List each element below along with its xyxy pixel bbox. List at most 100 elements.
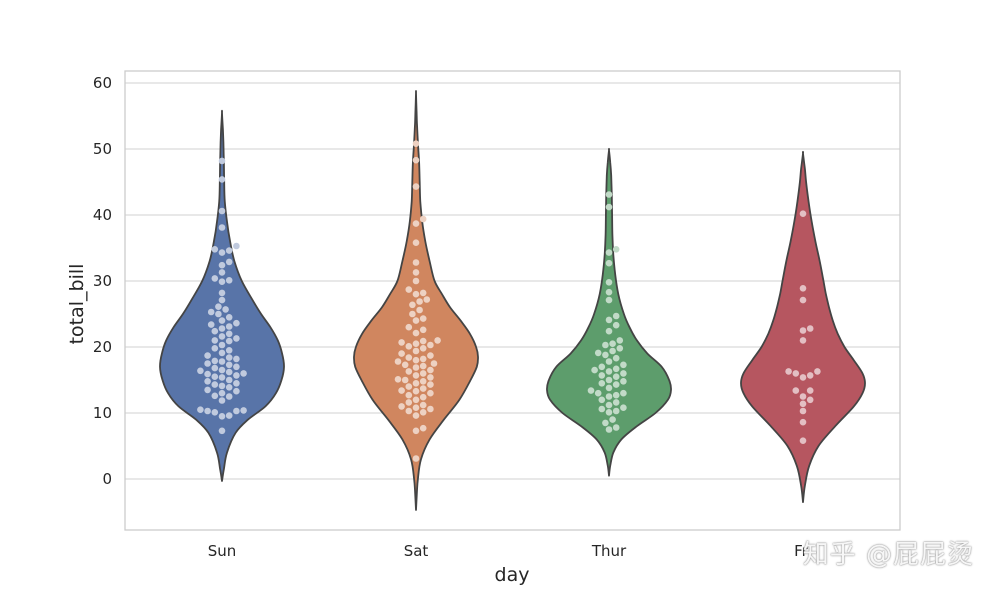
data-point <box>398 387 405 394</box>
data-point <box>612 312 620 320</box>
x-axis-label: day <box>495 564 530 586</box>
data-point <box>427 405 434 413</box>
data-point <box>412 340 420 348</box>
y-tick-label: 40 <box>93 206 112 224</box>
data-point <box>605 191 613 198</box>
data-point <box>598 372 606 379</box>
data-point <box>211 246 219 253</box>
y-tick-label: 10 <box>93 404 112 422</box>
data-point <box>218 157 226 165</box>
data-point <box>412 380 420 387</box>
data-point <box>620 389 627 397</box>
data-point <box>799 393 807 400</box>
data-point <box>225 314 233 321</box>
x-tick-label: Sun <box>208 542 237 560</box>
data-point <box>405 368 413 375</box>
data-point <box>612 399 620 406</box>
data-point <box>394 358 402 365</box>
y-tick-labels: 0 10 20 30 40 50 60 <box>93 74 112 488</box>
data-point <box>211 364 219 372</box>
data-point <box>211 381 219 388</box>
y-tick-label: 60 <box>93 74 112 92</box>
data-point <box>225 277 233 284</box>
data-point <box>416 306 423 314</box>
data-point <box>197 406 204 414</box>
data-point <box>799 296 807 304</box>
data-point <box>612 321 620 329</box>
data-point <box>792 387 800 394</box>
violin-sat <box>353 89 479 511</box>
data-point <box>405 323 413 331</box>
violin-thur <box>546 147 672 477</box>
data-point <box>799 210 807 217</box>
data-point <box>612 354 620 362</box>
data-point <box>594 389 602 397</box>
data-point <box>401 361 409 369</box>
data-point <box>605 279 613 286</box>
data-point <box>233 335 240 342</box>
data-point <box>204 378 211 385</box>
data-point <box>419 401 427 409</box>
data-point <box>412 396 420 404</box>
data-point <box>233 372 240 379</box>
data-point <box>211 327 219 335</box>
data-point <box>799 374 807 381</box>
data-point <box>799 407 807 415</box>
data-point <box>605 393 613 400</box>
data-point <box>412 140 420 147</box>
data-point <box>218 317 226 324</box>
data-point <box>218 261 226 269</box>
data-point <box>799 437 807 445</box>
y-axis-label: total_bill <box>66 264 88 345</box>
data-point <box>419 355 427 363</box>
data-point <box>412 347 420 355</box>
data-point <box>233 355 240 363</box>
x-tick-label: Fri <box>794 542 812 560</box>
data-point <box>587 387 595 394</box>
data-point <box>218 289 226 297</box>
data-point <box>620 361 627 369</box>
data-point <box>405 354 413 361</box>
data-point <box>419 289 427 297</box>
data-point <box>211 373 219 381</box>
data-point <box>427 389 434 397</box>
data-point <box>806 372 814 379</box>
data-point <box>233 363 240 371</box>
data-point <box>612 365 620 373</box>
data-point <box>612 246 620 253</box>
data-point <box>806 387 814 394</box>
data-point <box>401 376 409 384</box>
data-point <box>620 404 627 412</box>
data-point <box>218 296 226 304</box>
data-point <box>594 349 602 357</box>
data-point <box>218 176 226 183</box>
data-point <box>806 325 814 332</box>
data-point <box>225 368 233 376</box>
data-point <box>218 374 226 381</box>
data-point <box>405 383 413 390</box>
data-point <box>412 372 420 379</box>
data-point <box>225 393 233 400</box>
y-tick-label: 50 <box>93 140 112 158</box>
data-point <box>419 337 427 345</box>
y-tick-label: 0 <box>102 470 112 488</box>
data-point <box>412 156 420 164</box>
data-point <box>412 329 420 337</box>
data-point <box>612 424 620 431</box>
y-tick-label: 30 <box>93 272 112 290</box>
data-point <box>419 393 427 401</box>
data-point <box>799 418 807 426</box>
data-point <box>409 310 416 318</box>
data-point <box>427 374 434 381</box>
data-point <box>225 247 233 254</box>
data-point <box>616 337 624 344</box>
data-point <box>218 249 226 256</box>
data-point <box>215 303 222 311</box>
data-point <box>412 412 420 419</box>
data-point <box>398 339 405 346</box>
data-point <box>412 269 420 276</box>
data-point <box>412 404 420 412</box>
data-point <box>419 345 427 352</box>
watermark-text: 知乎 @屁屁烫 <box>802 540 974 570</box>
